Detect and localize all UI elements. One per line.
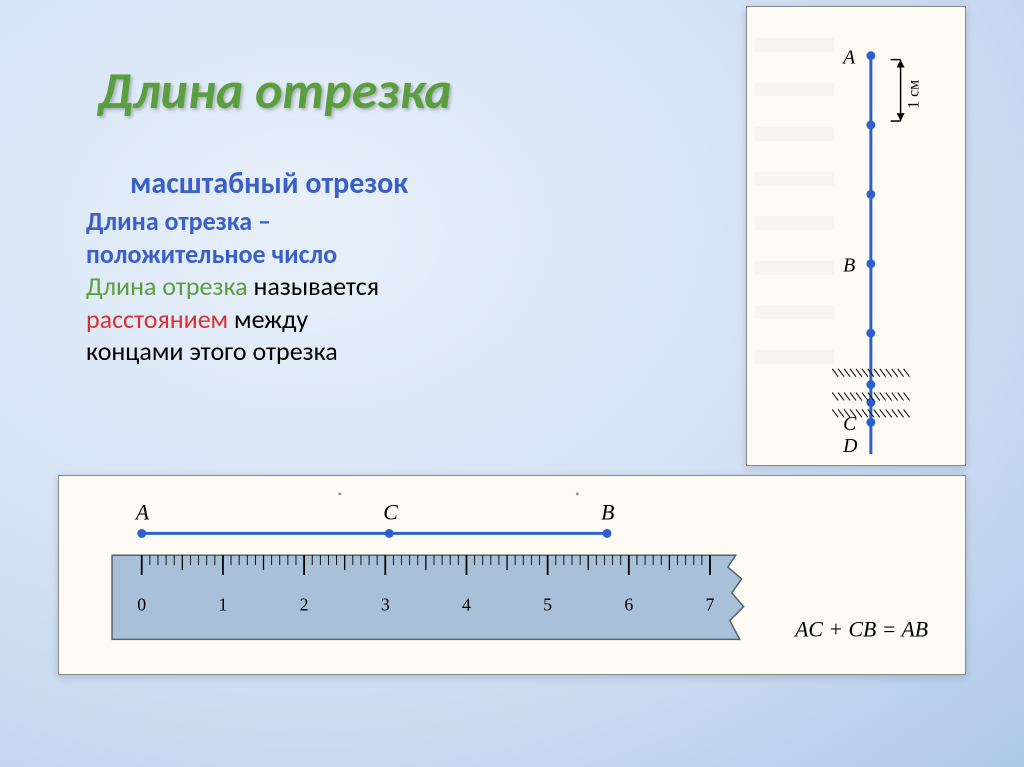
vertical-segment-figure: ABCD1 см — [746, 6, 966, 466]
definition-line-2: Длина отрезка называется — [86, 270, 486, 303]
svg-text:B: B — [843, 255, 855, 277]
svg-text:A: A — [841, 47, 856, 69]
svg-text:2: 2 — [300, 595, 309, 615]
svg-text:4: 4 — [462, 595, 471, 615]
svg-text:5: 5 — [543, 595, 552, 615]
definition-line-4: концами этого отрезка — [86, 335, 486, 368]
svg-text:1 см: 1 см — [905, 80, 922, 109]
ruler-figure: A C B 0 1 2 3 4 5 6 7 AC + CB = AB — [58, 475, 966, 675]
svg-text:B: B — [601, 501, 614, 525]
definition-line-3: расстоянием между — [86, 303, 486, 336]
subtitle: масштабный отрезок — [130, 165, 408, 202]
svg-text:A: A — [134, 501, 150, 525]
svg-text:7: 7 — [706, 595, 715, 615]
definition-block: Длина отрезка – положительное число Длин… — [86, 205, 486, 368]
svg-text:C: C — [383, 501, 398, 525]
svg-text:D: D — [842, 435, 857, 457]
svg-text:3: 3 — [381, 595, 390, 615]
definition-line-1: Длина отрезка – положительное число — [86, 205, 486, 270]
svg-text:0: 0 — [137, 595, 146, 615]
page-title: Длина отрезка — [98, 58, 452, 122]
svg-text:1: 1 — [218, 595, 227, 615]
svg-text:6: 6 — [624, 595, 633, 615]
svg-text:AC + CB = AB: AC + CB = AB — [793, 617, 928, 641]
